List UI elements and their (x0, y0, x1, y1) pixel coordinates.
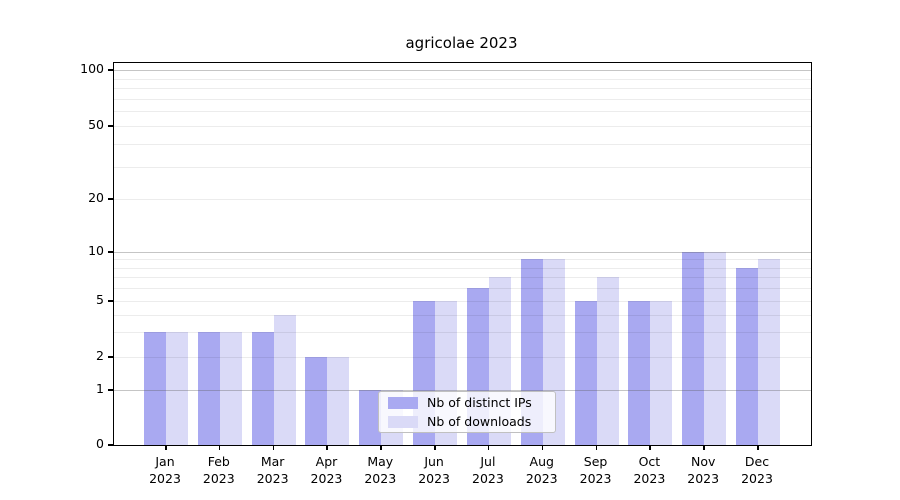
major-gridline-1 (114, 390, 811, 391)
x-tick-jan (165, 445, 167, 450)
minor-gridline-20 (114, 199, 811, 200)
y-tick-label-100: 100 (80, 61, 104, 76)
bar-downloads-dec (758, 259, 781, 445)
x-tick-label-jul: Jul 2023 (472, 454, 504, 486)
x-tick-feb (218, 445, 221, 450)
legend-label-distinct-ips: Nb of distinct IPs (427, 395, 532, 410)
x-tick-sep (595, 445, 598, 450)
x-tick-aug (541, 445, 544, 450)
x-tick-dec (757, 445, 759, 450)
y-tick-label-20: 20 (88, 190, 104, 205)
minor-gridline-2 (114, 357, 811, 358)
minor-gridline-7 (114, 277, 811, 279)
legend-item-downloads: Nb of downloads (388, 414, 545, 429)
x-tick-label-apr: Apr 2023 (310, 454, 343, 486)
major-gridline-10 (114, 252, 811, 253)
bar-ips-feb (197, 332, 220, 445)
bar-ips-oct (628, 301, 651, 445)
x-tick-label-dec: Dec 2023 (741, 454, 773, 486)
x-tick-label-aug: Aug 2023 (525, 454, 558, 486)
x-tick-label-mar: Mar 2023 (256, 454, 289, 486)
chart-title: agricolae 2023 (405, 34, 518, 52)
x-tick-label-sep: Sep 2023 (579, 454, 612, 486)
y-tick-5 (108, 300, 113, 302)
x-tick-label-jun: Jun 2023 (418, 454, 450, 486)
x-tick-mar (272, 445, 275, 450)
x-tick-label-nov: Nov 2023 (687, 454, 720, 486)
bar-downloads-sep (596, 277, 619, 445)
bar-downloads-jan (166, 332, 188, 445)
legend-label-downloads: Nb of downloads (427, 414, 532, 429)
x-tick-may (380, 445, 382, 450)
x-tick-nov (703, 445, 705, 450)
minor-gridline-50 (114, 126, 811, 127)
legend-swatch-distinct-ips (388, 396, 418, 409)
legend-item-distinct-ips: Nb of distinct IPs (388, 395, 545, 410)
x-tick-apr (326, 445, 328, 450)
x-tick-jun (434, 445, 436, 450)
bar-downloads-oct (650, 301, 673, 445)
minor-gridline-30 (114, 166, 811, 168)
y-tick-50 (108, 125, 113, 127)
y-tick-20 (108, 198, 113, 200)
bar-ips-jan (144, 332, 166, 445)
y-tick-1 (108, 389, 113, 391)
bar-ips-nov (682, 252, 705, 445)
minor-gridline-3 (114, 332, 811, 334)
x-tick-label-oct: Oct 2023 (633, 454, 666, 486)
bar-ips-may (359, 390, 382, 445)
bar-downloads-nov (704, 252, 727, 445)
plot-area (113, 62, 812, 446)
bar-ips-mar (251, 332, 274, 445)
minor-gridline-70 (114, 98, 811, 100)
bar-downloads-apr (327, 357, 350, 445)
x-tick-jul (487, 445, 490, 450)
y-tick-label-1: 1 (96, 381, 104, 396)
x-tick-label-jan: Jan 2023 (149, 454, 181, 486)
minor-gridline-40 (114, 143, 811, 145)
bar-ips-sep (574, 301, 597, 445)
y-tick-0 (108, 444, 113, 446)
y-tick-label-50: 50 (88, 117, 104, 132)
x-tick-label-feb: Feb 2023 (202, 454, 235, 486)
legend: Nb of distinct IPs Nb of downloads (378, 391, 556, 433)
minor-gridline-9 (114, 259, 811, 261)
legend-swatch-downloads (388, 415, 418, 428)
minor-gridline-90 (114, 78, 811, 80)
y-tick-2 (108, 356, 113, 358)
y-tick-label-5: 5 (96, 292, 104, 307)
minor-gridline-60 (114, 111, 811, 113)
minor-gridline-5 (114, 301, 811, 302)
x-tick-oct (649, 445, 651, 450)
y-tick-10 (108, 251, 113, 253)
major-gridline-100 (114, 70, 811, 71)
bar-ips-apr (305, 357, 328, 445)
y-tick-label-10: 10 (88, 243, 104, 258)
bar-downloads-feb (219, 332, 242, 445)
minor-gridline-8 (114, 267, 811, 269)
minor-gridline-6 (114, 288, 811, 290)
bar-downloads-mar (273, 314, 296, 445)
x-tick-label-may: May 2023 (364, 454, 397, 486)
bar-ips-dec (736, 267, 759, 445)
y-tick-100 (108, 69, 113, 71)
y-tick-label-2: 2 (96, 348, 104, 363)
minor-gridline-80 (114, 88, 811, 90)
minor-gridline-4 (114, 314, 811, 316)
y-tick-label-0: 0 (96, 436, 104, 451)
